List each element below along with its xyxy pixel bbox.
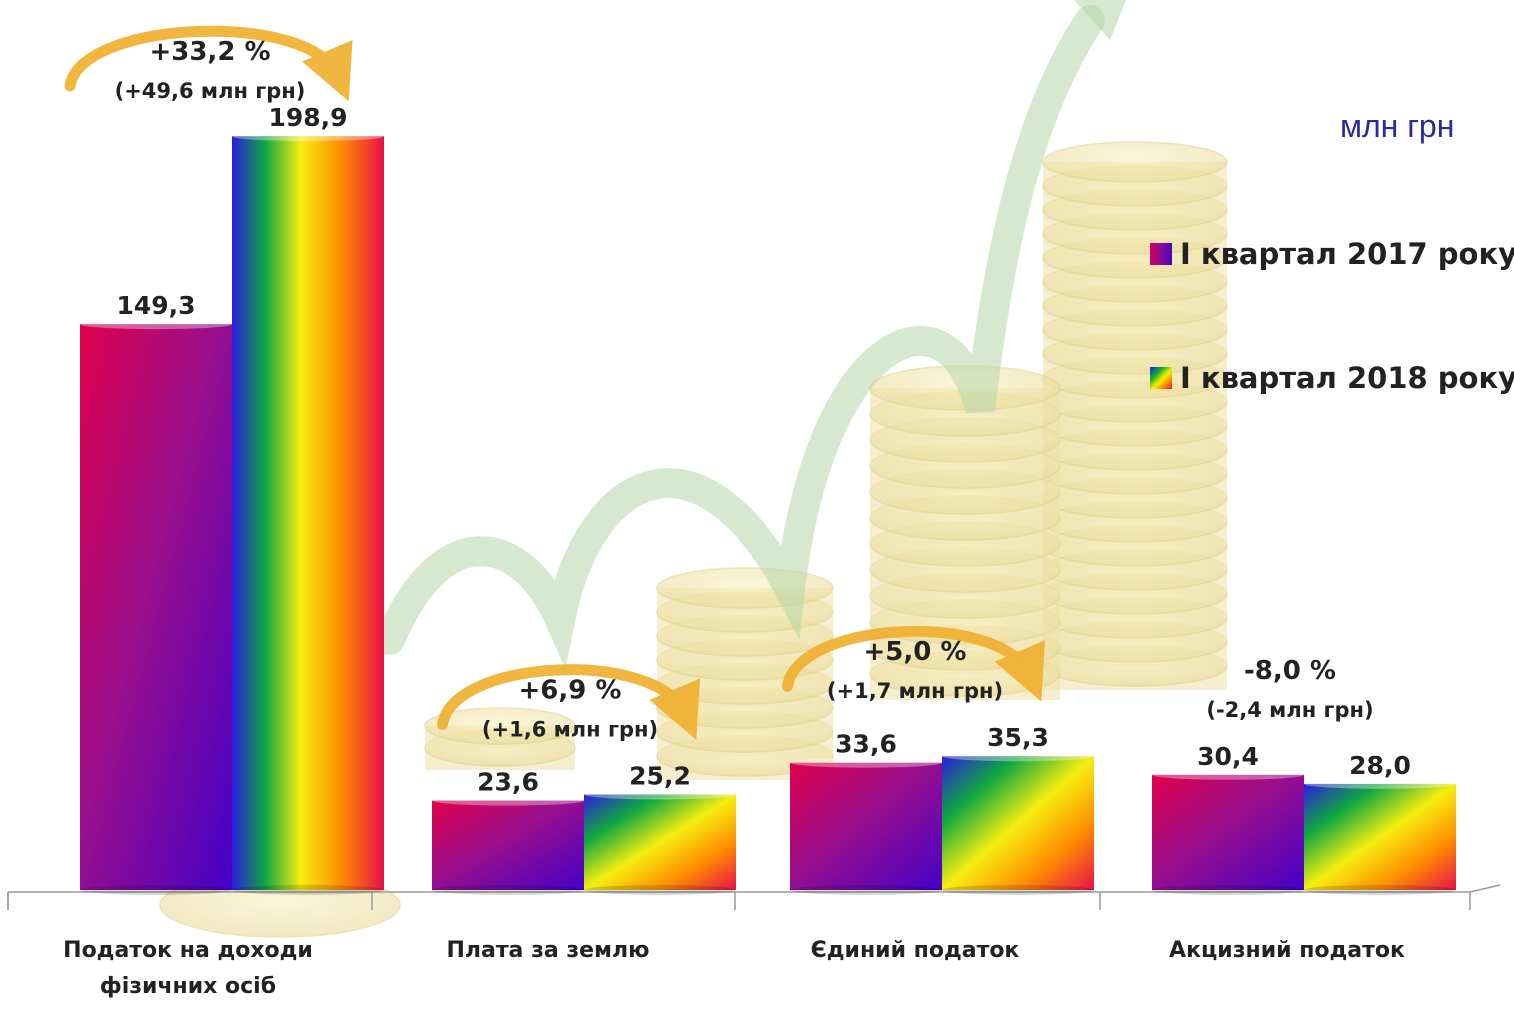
change-percent-label: +6,9 % xyxy=(519,675,622,705)
x-axis xyxy=(7,884,1501,910)
change-absolute-label: (+49,6 млн грн) xyxy=(115,79,306,103)
category-label: Єдиний податок xyxy=(811,938,1020,963)
bar-top-highlight xyxy=(432,795,584,806)
category-label: Акцизний податок xyxy=(1169,938,1405,963)
coins-background-illustration xyxy=(159,0,1228,938)
bar-base-shadow xyxy=(1152,885,1304,895)
change-percent-label: -8,0 % xyxy=(1244,656,1336,686)
bar-base-shadow xyxy=(80,885,232,895)
growth-arrow-line xyxy=(375,5,1105,670)
data-label: 28,0 xyxy=(1349,751,1411,780)
bar-2017 xyxy=(432,800,584,890)
bar-top-highlight xyxy=(942,751,1094,762)
category-label: Плата за землю xyxy=(446,938,649,963)
legend-label-2018: І квартал 2018 року xyxy=(1180,361,1514,395)
category-label: фізичних осіб xyxy=(100,974,276,999)
legend-label-2017: І квартал 2017 року xyxy=(1180,237,1514,271)
legend: І квартал 2017 року І квартал 2018 року xyxy=(1150,232,1514,480)
bar-top-highlight xyxy=(1304,778,1456,789)
legend-swatch-2018 xyxy=(1150,367,1172,389)
change-arrow xyxy=(437,664,700,740)
bar-top-highlight xyxy=(80,319,232,330)
bar-top-highlight xyxy=(790,757,942,768)
change-percent-label: +5,0 % xyxy=(864,637,967,667)
change-arrow xyxy=(782,625,1045,702)
change-arrow xyxy=(64,25,353,102)
bar-2018 xyxy=(584,794,736,890)
bar-base-shadow xyxy=(790,885,942,895)
change-absolute-label: (+1,6 млн грн) xyxy=(482,717,658,741)
bar-2017 xyxy=(1152,774,1304,890)
change-absolute-label: (+1,7 млн грн) xyxy=(827,679,1003,703)
bar-2017 xyxy=(790,762,942,890)
legend-swatch-2017 xyxy=(1150,243,1172,265)
data-label: 33,6 xyxy=(835,730,897,759)
legend-item-2018: І квартал 2018 року xyxy=(1150,356,1514,400)
labels: 149,3 23,6 33,6 30,4 198,9 25,2 35,3 28,0 +33,2 … xyxy=(63,25,1411,999)
bar-base-shadow xyxy=(942,885,1094,895)
category-label: Податок на доходи xyxy=(63,938,313,963)
coin xyxy=(1042,141,1228,183)
legend-item-2017: І квартал 2017 року xyxy=(1150,232,1514,276)
bar-2018 xyxy=(232,136,384,890)
bars xyxy=(80,131,1456,895)
bar-base-shadow xyxy=(1304,885,1456,895)
data-label: 30,4 xyxy=(1197,742,1259,771)
growth-arrow-head xyxy=(1074,0,1126,40)
data-label: 149,3 xyxy=(116,291,195,320)
bar-2018 xyxy=(1304,783,1456,890)
data-label: 25,2 xyxy=(629,761,691,790)
bar-base-shadow xyxy=(432,885,584,895)
unit-label: млн грн xyxy=(1340,108,1455,144)
coin xyxy=(424,707,576,745)
data-label: 35,3 xyxy=(987,723,1049,752)
bar-2018 xyxy=(942,756,1094,890)
change-absolute-label: (-2,4 млн грн) xyxy=(1206,698,1373,722)
bar-top-highlight xyxy=(584,789,736,800)
data-label: 198,9 xyxy=(268,103,347,132)
bar-base-shadow xyxy=(232,885,384,895)
change-percent-label: +33,2 % xyxy=(149,37,270,67)
data-label: 23,6 xyxy=(477,768,539,797)
bar-base-shadow xyxy=(584,885,736,895)
bar-top-highlight xyxy=(1152,769,1304,780)
bar-2017 xyxy=(80,324,232,890)
bar-top-highlight xyxy=(232,131,384,142)
